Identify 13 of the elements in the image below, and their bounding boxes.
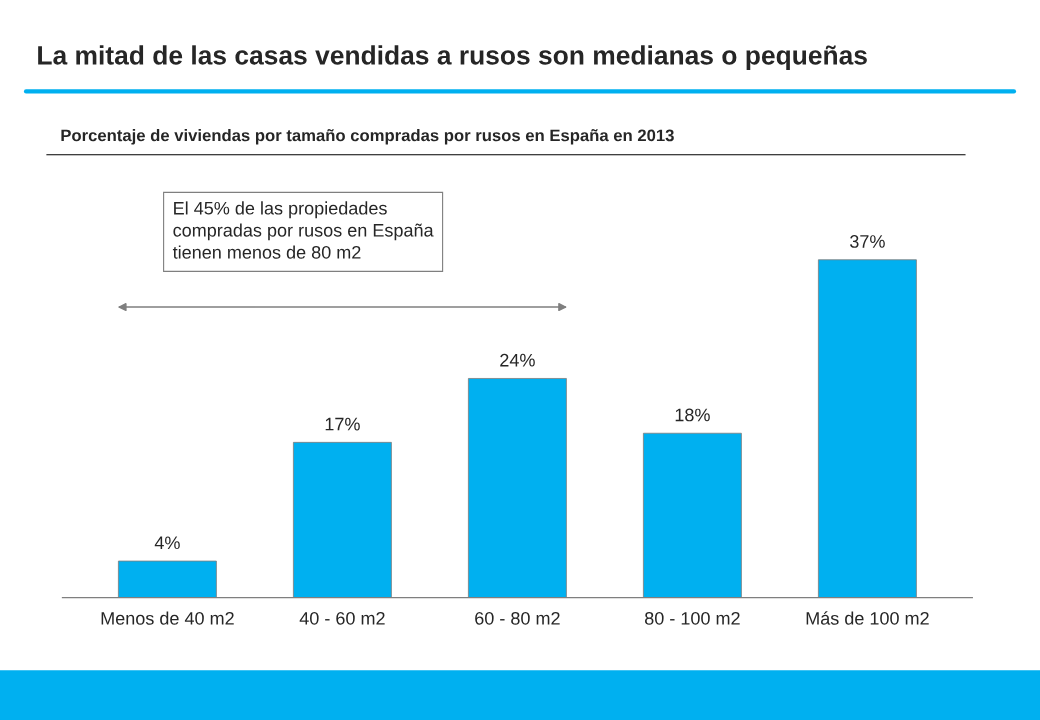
x-tick-label: Menos de 40 m2 (101, 611, 234, 625)
x-tick-label: 60 - 80 m2 (475, 611, 560, 625)
text: El 45% de las propiedades compradas por rusos en España tienen menos de 80 m2 (172, 201, 434, 259)
chart-title: La mitad de las casas vendidas a rusos son medianas o pequeñas (38, 45, 867, 70)
data-label: 4% (154, 536, 180, 550)
data-label: 17% (325, 417, 360, 431)
data-label: 24% (500, 353, 535, 367)
chart-subtitle: Porcentaje de viviendas por tamaño compradas por rusos en España en 2013 (61, 129, 674, 145)
data-label: 37% (850, 235, 885, 248)
data-label: 18% (675, 408, 710, 422)
x-tick-label: Más de 100 m2 (806, 611, 929, 625)
x-tick-label: 40 - 60 m2 (299, 611, 385, 625)
x-tick-label: 80 - 100 m2 (645, 611, 740, 625)
